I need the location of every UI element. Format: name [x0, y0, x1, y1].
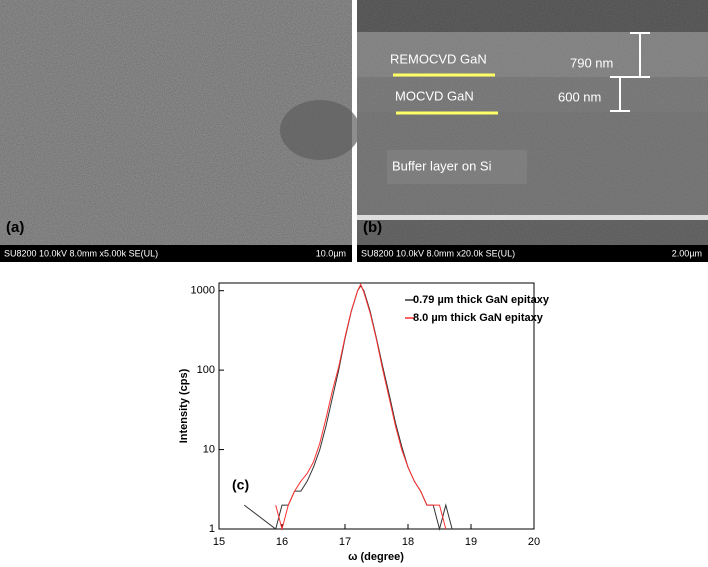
sem-info: SU8200 10.0kV 8.0mm x20.0k SE(UL) — [361, 248, 515, 258]
y-tick-label: 10 — [203, 443, 215, 455]
annotation: MOCVD GaN — [395, 88, 474, 103]
annotation: Buffer layer on Si — [392, 158, 492, 173]
x-tick-label: 19 — [465, 536, 477, 548]
sem-feature — [280, 100, 360, 160]
annotation: 600 nm — [558, 89, 601, 104]
annotation: 790 nm — [570, 55, 613, 70]
panel-label: (c) — [232, 477, 249, 493]
legend-label: 8.0 µm thick GaN epitaxy — [413, 312, 544, 324]
info-bar — [357, 245, 708, 262]
x-tick-label: 17 — [339, 536, 351, 548]
sem-info: SU8200 10.0kV 8.0mm x5.00k SE(UL) — [4, 248, 158, 258]
series-line — [275, 283, 447, 531]
x-tick-label: 18 — [402, 536, 414, 548]
x-tick-label: 15 — [213, 536, 225, 548]
y-tick-label: 1 — [209, 523, 215, 535]
y-tick-label: 100 — [197, 364, 215, 376]
y-axis-label: Intensity (cps) — [178, 368, 190, 443]
legend-label: 0.79 µm thick GaN epitaxy — [413, 294, 550, 306]
plot-frame — [218, 282, 535, 530]
scale-label: 2.00µm — [672, 248, 702, 258]
y-tick-label: 1000 — [191, 285, 215, 297]
thickness-bars — [610, 32, 650, 112]
scale-label: 10.0µm — [316, 248, 346, 258]
panel-label: (b) — [363, 219, 382, 236]
sem-texture — [357, 0, 708, 245]
annotation: REMOCVD GaN — [390, 51, 487, 66]
panel-label: (a) — [6, 219, 24, 236]
info-bar — [0, 245, 352, 262]
x-tick-label: 20 — [528, 536, 540, 548]
label-box — [387, 150, 527, 184]
x-tick-label: 16 — [276, 536, 288, 548]
x-axis-label: ω (degree) — [348, 551, 404, 563]
